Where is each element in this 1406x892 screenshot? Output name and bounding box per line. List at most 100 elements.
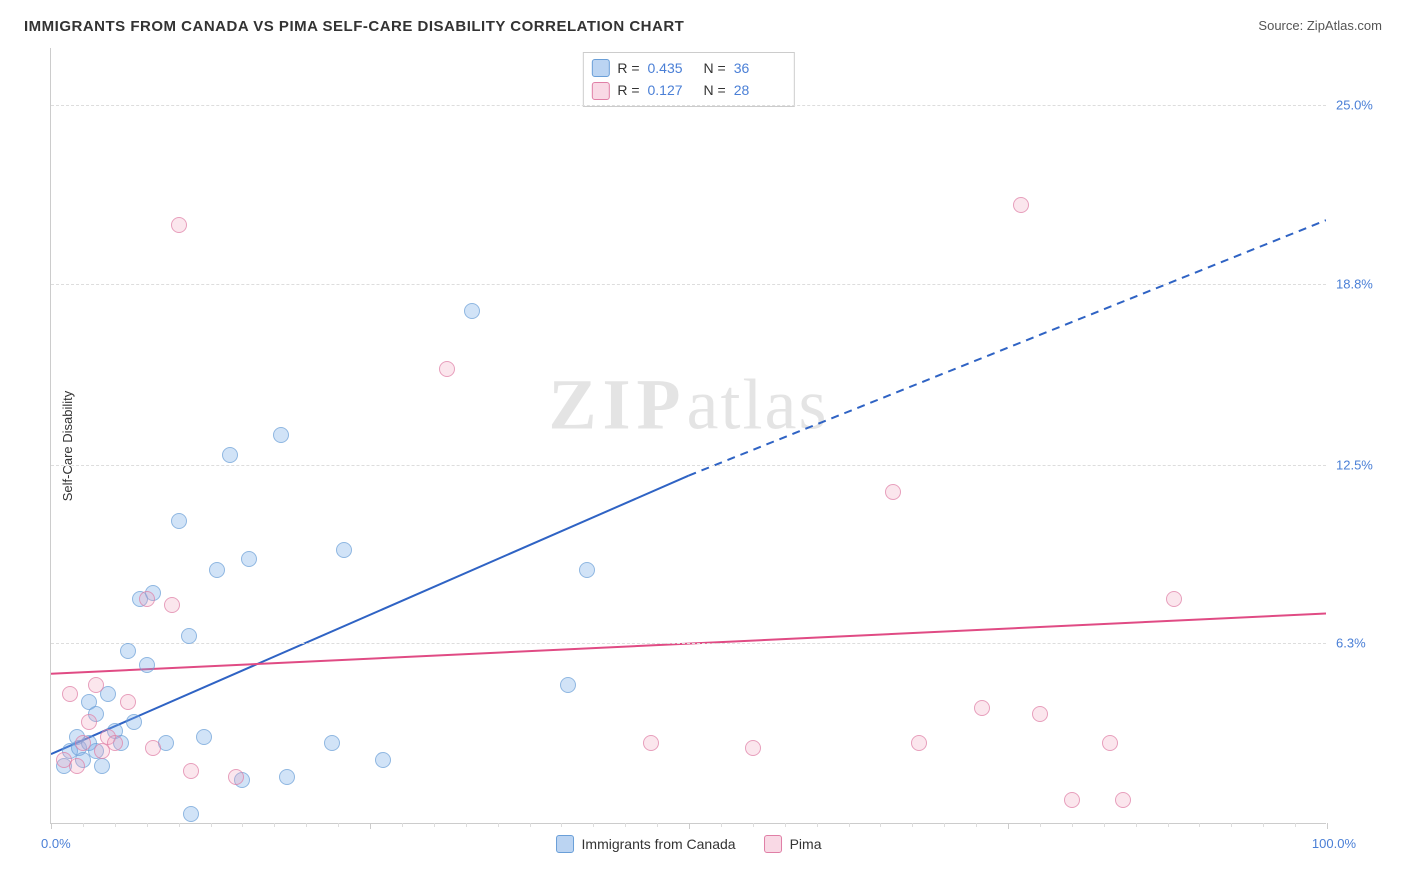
x-tick-major [51, 823, 52, 829]
x-axis-max-label: 100.0% [1312, 836, 1356, 851]
x-tick-minor [498, 823, 499, 827]
x-tick-minor [817, 823, 818, 827]
x-tick-minor [657, 823, 658, 827]
data-point-canada [120, 643, 136, 659]
legend-n-label: N = [704, 79, 726, 101]
x-tick-minor [466, 823, 467, 827]
correlation-legend: R = 0.435 N = 36 R = 0.127 N = 28 [582, 52, 794, 107]
data-point-canada [171, 513, 187, 529]
data-point-pima [164, 597, 180, 613]
x-tick-minor [785, 823, 786, 827]
x-tick-minor [338, 823, 339, 827]
data-point-canada [183, 806, 199, 822]
x-tick-major [689, 823, 690, 829]
y-tick-label: 12.5% [1336, 457, 1396, 472]
y-tick-label: 25.0% [1336, 98, 1396, 113]
x-tick-minor [1136, 823, 1137, 827]
x-tick-minor [115, 823, 116, 827]
gridline [51, 643, 1326, 644]
series-legend-label: Immigrants from Canada [582, 836, 736, 852]
legend-swatch [591, 59, 609, 77]
data-point-canada [241, 551, 257, 567]
x-tick-minor [1263, 823, 1264, 827]
x-tick-minor [402, 823, 403, 827]
watermark: ZIPatlas [549, 363, 829, 446]
data-point-canada [196, 729, 212, 745]
data-point-pima [974, 700, 990, 716]
data-point-pima [107, 735, 123, 751]
legend-r-value: 0.127 [648, 79, 696, 101]
data-point-pima [139, 591, 155, 607]
legend-r-label: R = [617, 79, 639, 101]
data-point-canada [336, 542, 352, 558]
data-point-canada [279, 769, 295, 785]
x-tick-minor [1231, 823, 1232, 827]
x-axis-min-label: 0.0% [41, 836, 71, 851]
x-tick-minor [561, 823, 562, 827]
legend-swatch [591, 82, 609, 100]
x-tick-minor [306, 823, 307, 827]
data-point-pima [1166, 591, 1182, 607]
data-point-canada [126, 714, 142, 730]
data-point-canada [324, 735, 340, 751]
x-tick-minor [1199, 823, 1200, 827]
x-tick-minor [1040, 823, 1041, 827]
data-point-pima [643, 735, 659, 751]
data-point-pima [62, 686, 78, 702]
plot-area: ZIPatlas R =0.435N =36R =0.127N =28 0.0%… [50, 48, 1326, 824]
x-tick-minor [912, 823, 913, 827]
x-tick-minor [1104, 823, 1105, 827]
data-point-pima [911, 735, 927, 751]
legend-n-label: N = [704, 57, 726, 79]
x-tick-minor [753, 823, 754, 827]
x-tick-minor [1295, 823, 1296, 827]
legend-r-value: 0.435 [648, 57, 696, 79]
data-point-canada [209, 562, 225, 578]
data-point-pima [1032, 706, 1048, 722]
x-tick-minor [434, 823, 435, 827]
x-tick-minor [242, 823, 243, 827]
data-point-canada [222, 447, 238, 463]
x-tick-minor [721, 823, 722, 827]
x-tick-major [1327, 823, 1328, 829]
data-point-pima [88, 677, 104, 693]
data-point-pima [1115, 792, 1131, 808]
legend-swatch [764, 835, 782, 853]
data-point-pima [1013, 197, 1029, 213]
data-point-pima [183, 763, 199, 779]
legend-swatch [556, 835, 574, 853]
x-tick-minor [976, 823, 977, 827]
x-tick-minor [1072, 823, 1073, 827]
data-point-canada [139, 657, 155, 673]
series-legend-item: Immigrants from Canada [556, 835, 736, 853]
data-point-pima [439, 361, 455, 377]
data-point-pima [145, 740, 161, 756]
data-point-pima [1102, 735, 1118, 751]
x-tick-minor [880, 823, 881, 827]
series-legend-item: Pima [764, 835, 822, 853]
trendline-canada-extrapolated [689, 220, 1327, 475]
gridline [51, 105, 1326, 106]
legend-n-value: 28 [734, 79, 782, 101]
legend-r-label: R = [617, 57, 639, 79]
legend-n-value: 36 [734, 57, 782, 79]
legend-row: R = 0.435 N = 36 [591, 57, 781, 79]
source-link[interactable]: ZipAtlas.com [1307, 18, 1382, 33]
x-tick-major [1008, 823, 1009, 829]
source-attribution: Source: ZipAtlas.com [1258, 18, 1382, 33]
data-point-pima [228, 769, 244, 785]
legend-row: R = 0.127 N = 28 [591, 79, 781, 101]
chart-title: IMMIGRANTS FROM CANADA VS PIMA SELF-CARE… [24, 18, 684, 35]
data-point-pima [120, 694, 136, 710]
trend-lines [51, 48, 1326, 823]
x-tick-minor [274, 823, 275, 827]
x-tick-major [370, 823, 371, 829]
x-tick-minor [593, 823, 594, 827]
y-tick-label: 18.8% [1336, 276, 1396, 291]
y-tick-label: 6.3% [1336, 635, 1396, 650]
trendline-canada [51, 476, 689, 754]
data-point-pima [81, 714, 97, 730]
x-tick-minor [530, 823, 531, 827]
data-point-canada [273, 427, 289, 443]
x-tick-minor [147, 823, 148, 827]
